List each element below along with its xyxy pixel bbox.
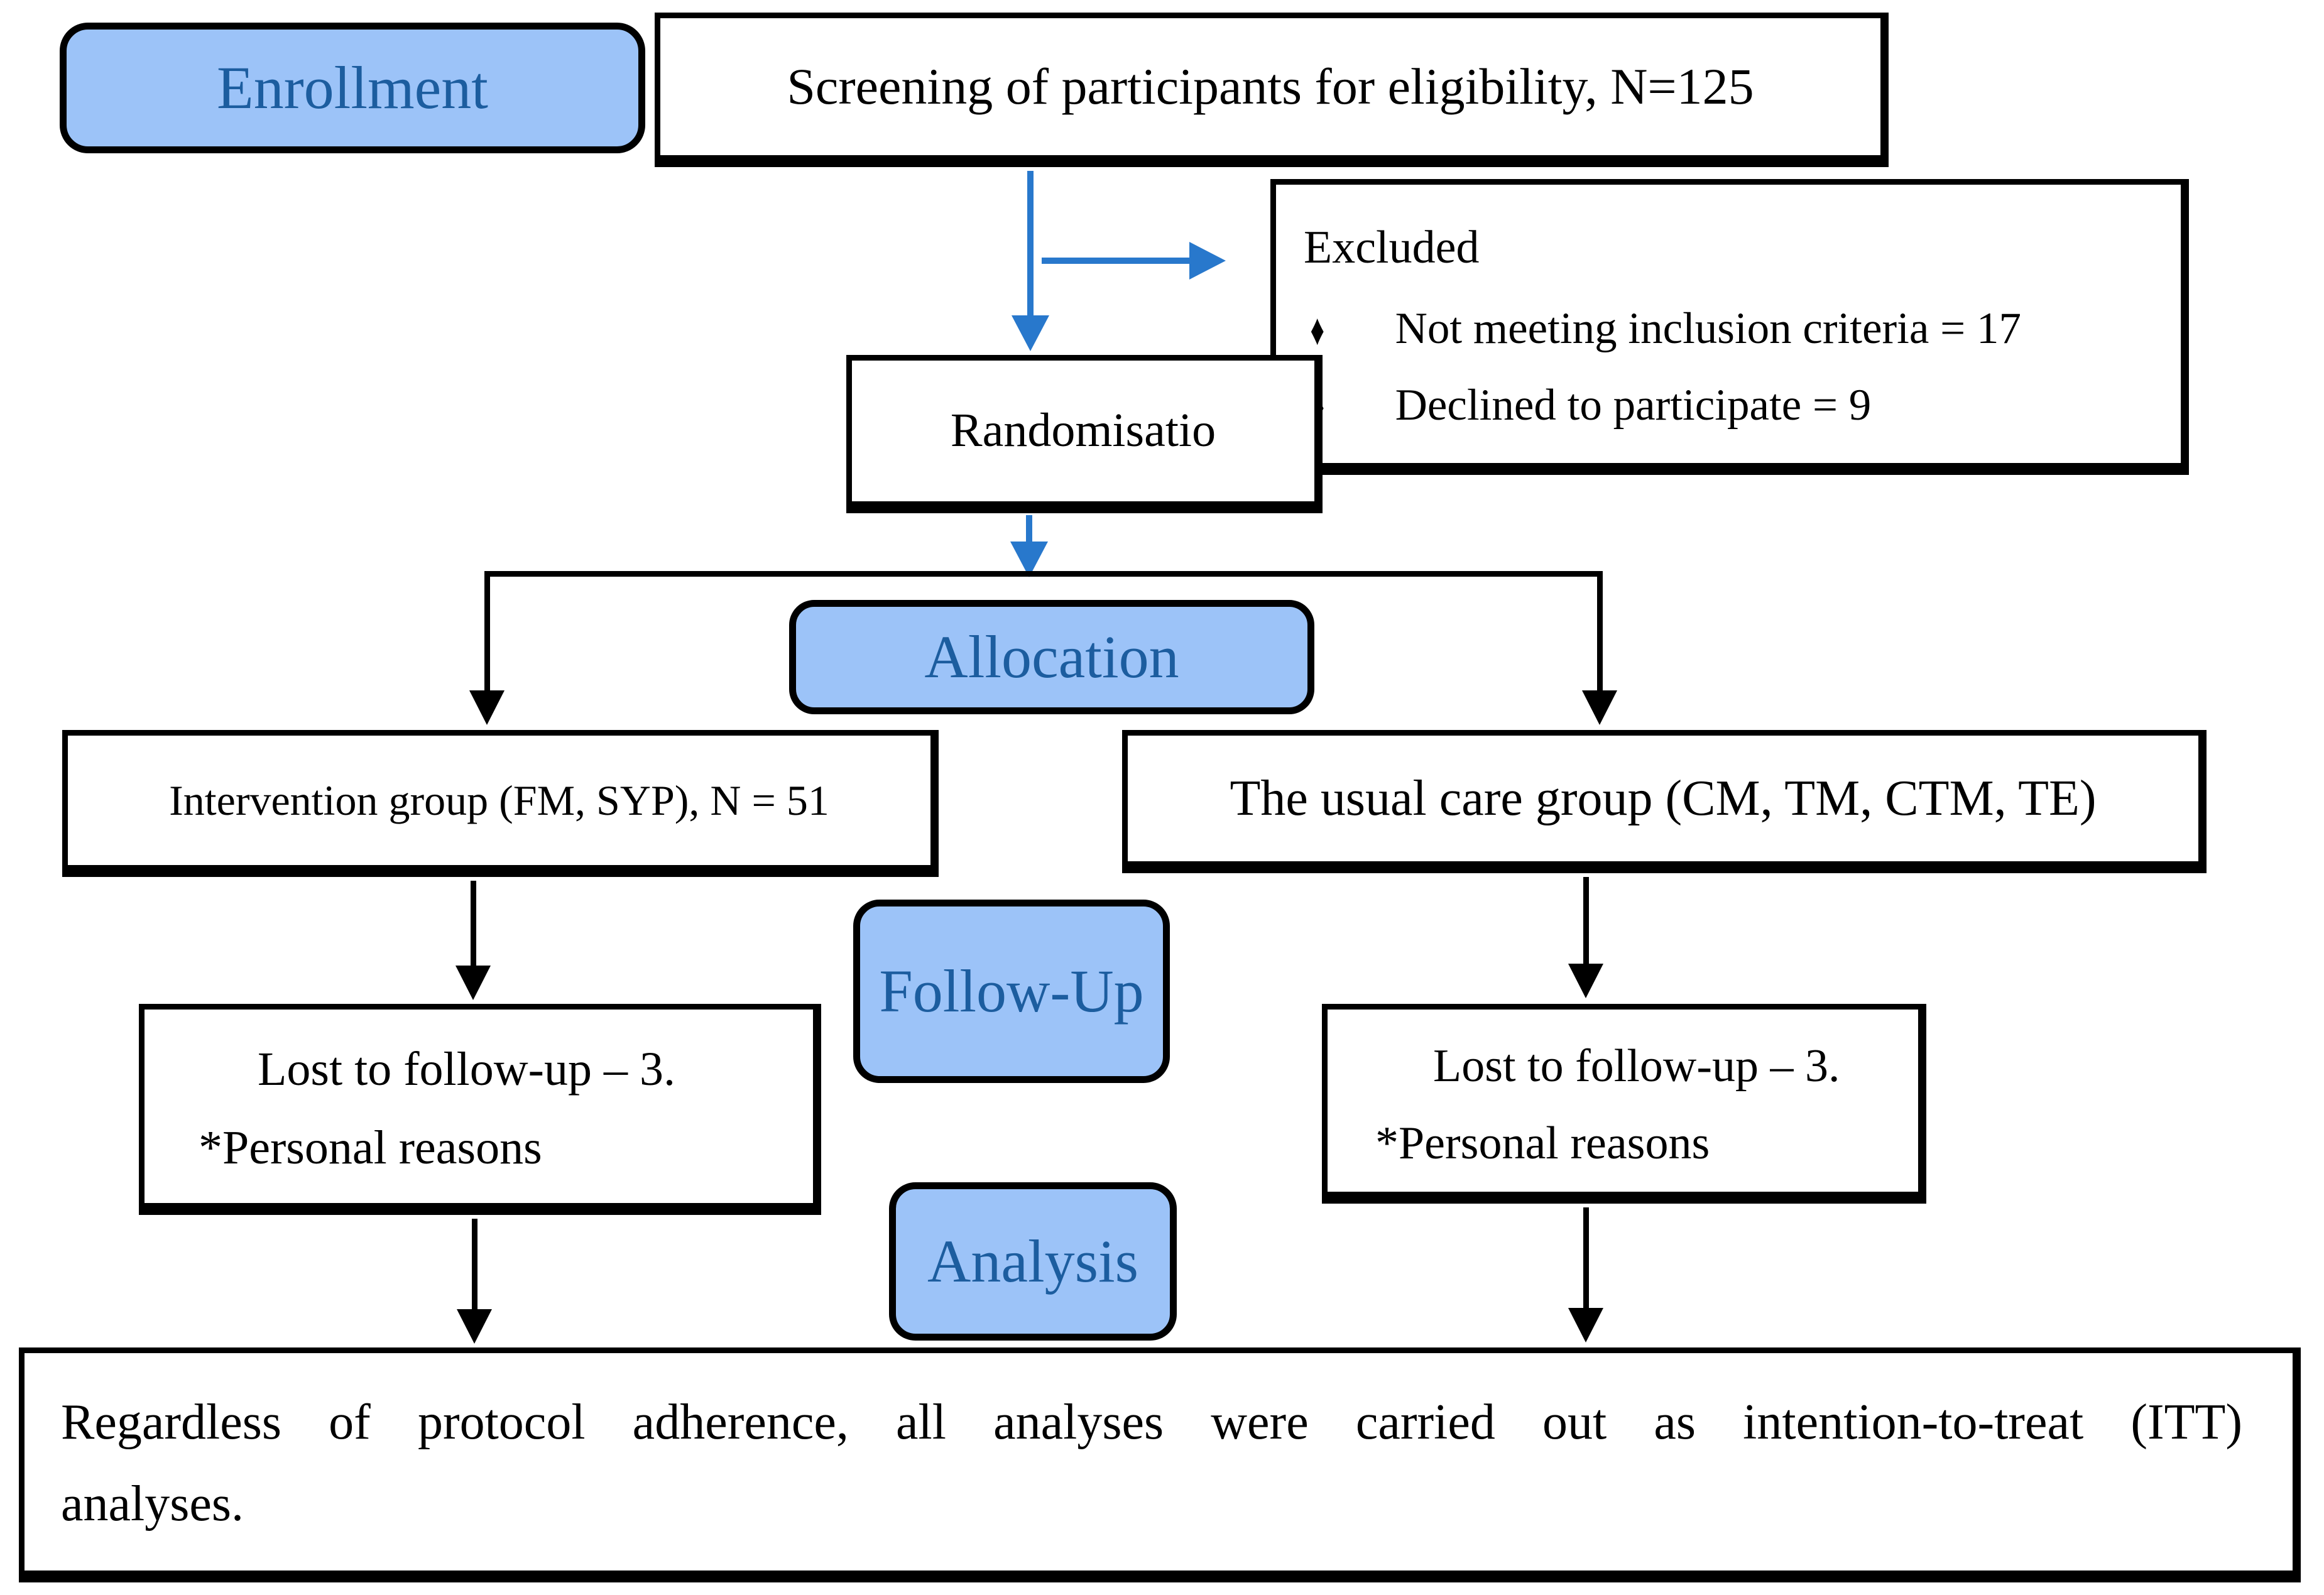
stage-enrollment-label: Enrollment xyxy=(217,54,488,122)
stage-analysis: Analysis xyxy=(889,1182,1177,1341)
stage-follow-up-label: Follow-Up xyxy=(879,957,1144,1025)
arrow-to-intervention-head-icon xyxy=(469,690,505,725)
branch-left-vertical-line xyxy=(484,571,490,690)
excluded-item: ♦ Declined to participate = 9 xyxy=(1295,380,2158,432)
usual-care-group-text: The usual care group (CM, TM, CTM, TE) xyxy=(1230,771,2097,826)
lost-right-line2: *Personal reasons xyxy=(1375,1118,1710,1170)
arrow-lost-left-to-itt-head-icon xyxy=(457,1309,492,1344)
arrow-screening-to-randomisation-line xyxy=(1027,171,1034,315)
stage-allocation-label: Allocation xyxy=(924,623,1179,691)
stage-analysis-label: Analysis xyxy=(927,1228,1138,1295)
excluded-title: Excluded xyxy=(1304,222,1480,273)
lost-left-line2: *Personal reasons xyxy=(199,1121,542,1175)
branch-horizontal-line xyxy=(484,571,1603,577)
stage-follow-up: Follow-Up xyxy=(853,900,1170,1083)
branch-right-vertical-line xyxy=(1597,571,1603,690)
arrow-to-usual-care-head-icon xyxy=(1582,690,1617,725)
lost-left-line1: Lost to follow-up – 3. xyxy=(258,1043,675,1096)
lost-to-follow-up-left-box: Lost to follow-up – 3. *Personal reasons xyxy=(139,1004,821,1215)
arrow-intervention-to-lost-head-icon xyxy=(456,966,491,1000)
intervention-group-box: Intervention group (FM, SYP), N = 51 xyxy=(62,730,939,877)
arrow-usual-care-to-lost-line xyxy=(1583,877,1589,964)
itt-text-line1: Regardless of protocol adherence, all an… xyxy=(61,1395,2242,1450)
arrow-lost-right-to-itt-head-icon xyxy=(1568,1308,1603,1342)
excluded-item-text: Declined to participate = 9 xyxy=(1395,380,1872,430)
lost-to-follow-up-right-box: Lost to follow-up – 3. *Personal reasons xyxy=(1322,1004,1926,1204)
arrow-to-excluded-line xyxy=(1042,258,1189,264)
screening-box: Screening of participants for eligibilit… xyxy=(655,13,1889,167)
arrow-intervention-to-lost-line xyxy=(471,881,476,966)
screening-text: Screening of participants for eligibilit… xyxy=(787,57,1754,115)
excluded-box: Excluded ♦ Not meeting inclusion criteri… xyxy=(1270,179,2189,475)
itt-analysis-box: Regardless of protocol adherence, all an… xyxy=(19,1347,2301,1582)
usual-care-group-box: The usual care group (CM, TM, CTM, TE) xyxy=(1122,730,2207,873)
diamond-bullet-icon: ♦ xyxy=(1310,306,1325,355)
lost-right-line1: Lost to follow-up – 3. xyxy=(1433,1040,1840,1092)
randomisation-box: Randomisatio xyxy=(846,355,1323,513)
excluded-item-text: Not meeting inclusion criteria = 17 xyxy=(1395,304,2021,354)
randomisation-text: Randomisatio xyxy=(950,404,1216,457)
arrow-usual-care-to-lost-head-icon xyxy=(1568,964,1603,998)
arrow-randomisation-to-branch-line xyxy=(1026,515,1032,543)
itt-text-line2: analyses. xyxy=(61,1476,244,1532)
excluded-item: ♦ Not meeting inclusion criteria = 17 xyxy=(1295,303,2158,355)
stage-allocation: Allocation xyxy=(789,600,1314,714)
arrow-lost-right-to-itt-line xyxy=(1583,1207,1589,1308)
stage-enrollment: Enrollment xyxy=(60,23,645,153)
arrow-to-excluded-head-icon xyxy=(1189,242,1226,280)
intervention-group-text: Intervention group (FM, SYP), N = 51 xyxy=(169,776,829,824)
arrow-lost-left-to-itt-line xyxy=(472,1219,477,1309)
arrow-screening-to-randomisation-head-icon xyxy=(1012,315,1049,351)
